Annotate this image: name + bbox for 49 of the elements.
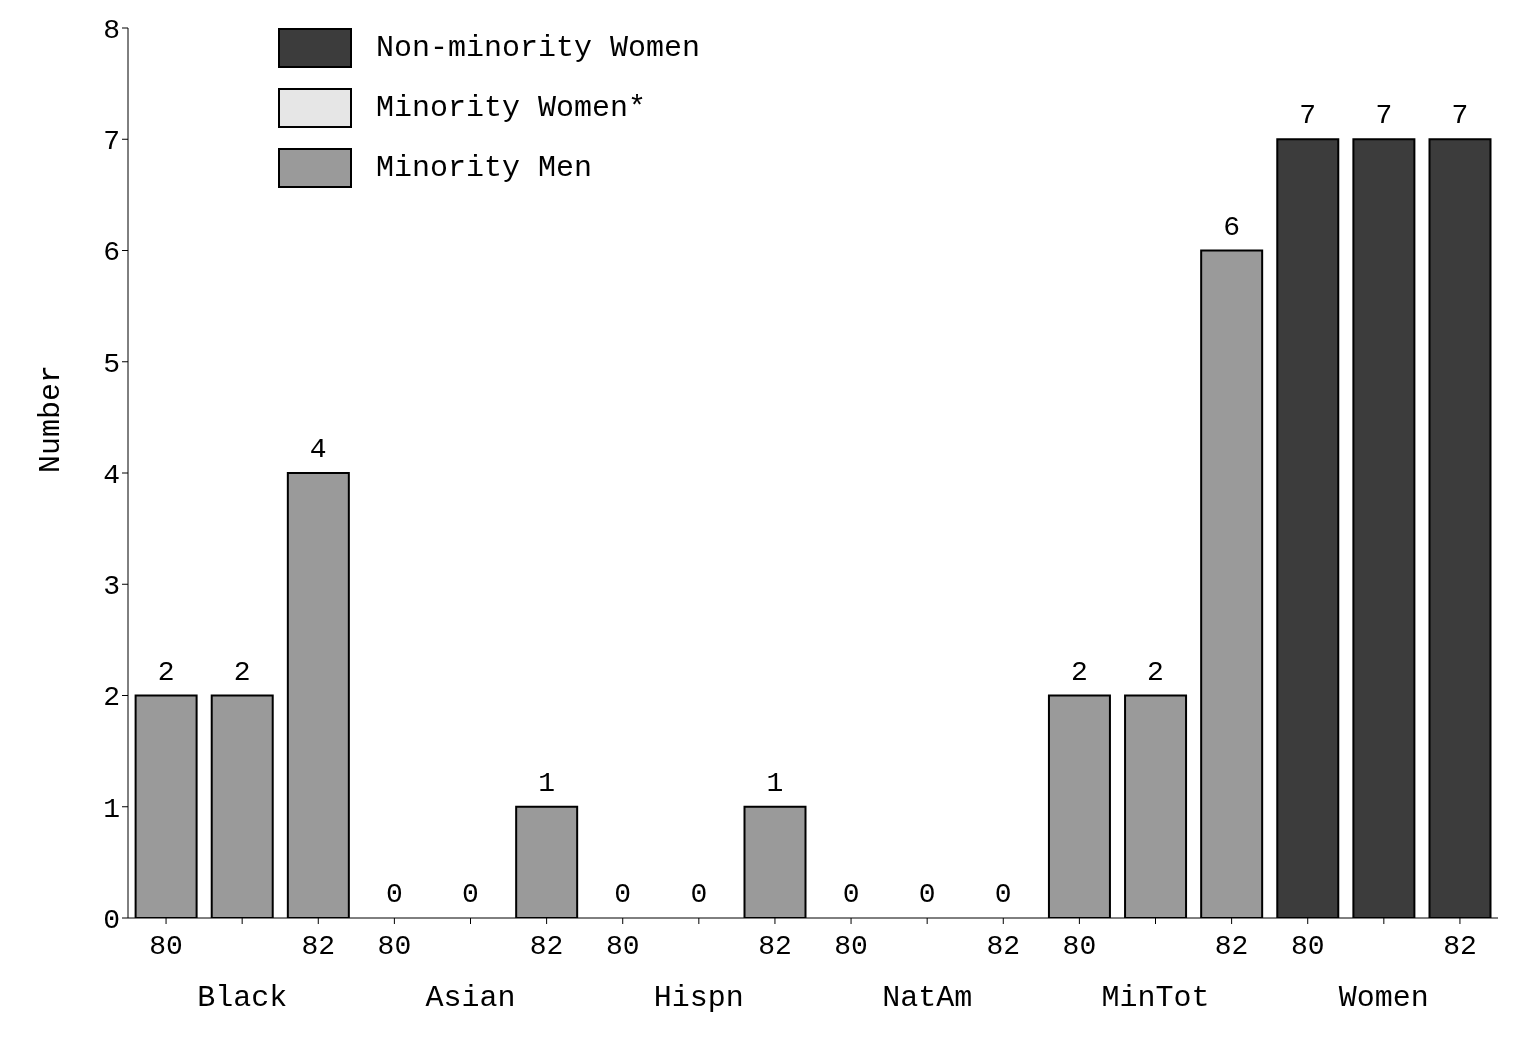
y-tick-label: 5 (103, 348, 120, 380)
total-label: 2 (1147, 656, 1164, 688)
y-tick-label: 2 (103, 682, 120, 714)
y-tick-label: 0 (103, 904, 120, 936)
legend-label: Minority Women* (376, 91, 647, 125)
total-label: 0 (842, 879, 860, 910)
x-tick-label: 82 (1214, 931, 1249, 962)
total-label: 2 (233, 656, 251, 688)
x-tick-label: 82 (986, 931, 1021, 962)
y-axis-title: Number (33, 364, 68, 473)
x-tick-label: 80 (834, 931, 868, 962)
x-tick-label: 82 (529, 931, 564, 962)
total-label: 0 (918, 879, 936, 910)
x-tick-label: 82 (301, 931, 336, 962)
total-label: 4 (309, 434, 327, 465)
total-label: 2 (157, 656, 175, 688)
text: Asian (425, 981, 516, 1015)
total-label: 0 (690, 879, 708, 910)
total-label: 2 (1070, 656, 1088, 688)
text: Black (197, 981, 288, 1015)
total-label: 1 (766, 767, 784, 799)
x-tick-label: 82 (758, 931, 792, 962)
total-label: 0 (994, 879, 1012, 910)
legend-label: Minority Men (376, 151, 593, 185)
y-tick-label: 8 (103, 14, 120, 46)
x-tick-label: 80 (377, 931, 412, 962)
y-tick-label: 1 (103, 793, 120, 825)
text: MinTot (1101, 981, 1210, 1015)
y-tick-label: 7 (103, 126, 120, 158)
total-label: 6 (1223, 211, 1241, 243)
text: Hispn (653, 981, 744, 1015)
x-tick-label: 80 (1290, 931, 1325, 962)
total-label: 0 (385, 879, 403, 910)
x-tick-label: 82 (1443, 931, 1477, 962)
total-label: 0 (462, 879, 479, 910)
total-label: 7 (1375, 100, 1393, 132)
x-tick-label: 80 (1062, 931, 1097, 962)
y-tick-label: 4 (103, 459, 120, 491)
total-label: 0 (614, 879, 632, 910)
y-tick-label: 3 (103, 571, 120, 603)
text: Women (1338, 981, 1429, 1015)
x-tick-label: 80 (605, 931, 640, 962)
text: NatAm (882, 981, 973, 1015)
total-label: 1 (538, 767, 556, 799)
legend-label: Non-minority Women (376, 31, 701, 65)
y-tick-label: 6 (103, 237, 120, 269)
x-tick-label: 80 (149, 931, 183, 962)
total-label: 7 (1299, 100, 1317, 132)
total-label: 7 (1451, 100, 1469, 132)
